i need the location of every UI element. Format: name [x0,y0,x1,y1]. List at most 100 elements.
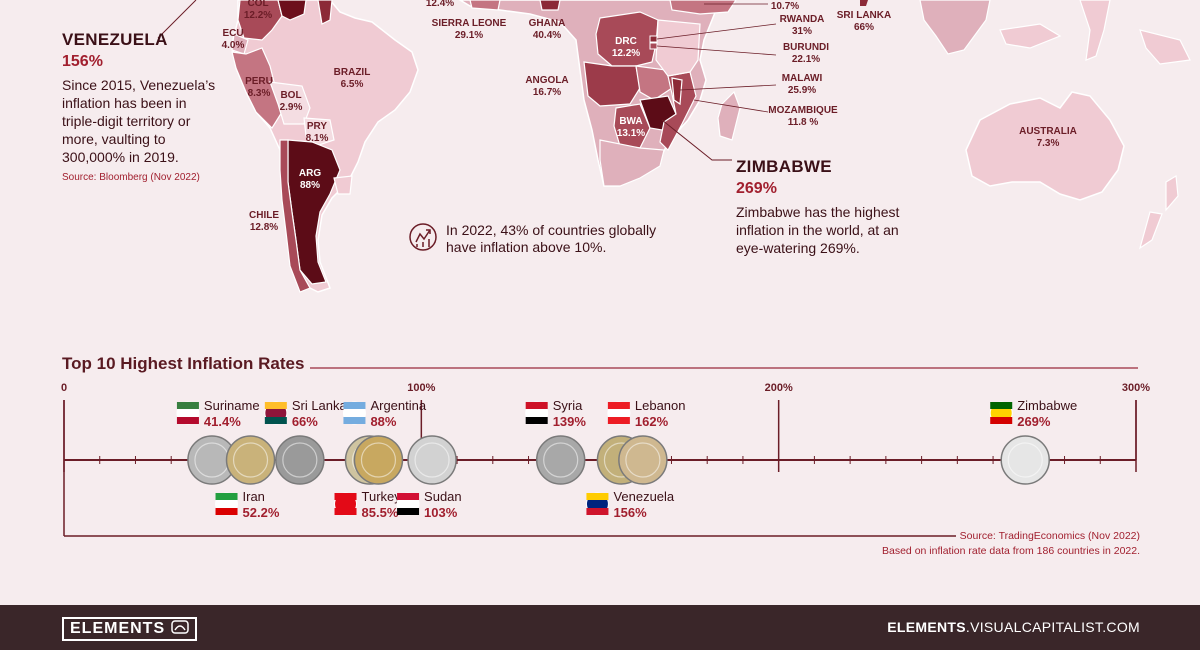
point-value: 41.4% [204,414,241,429]
burundi-connector [656,45,777,56]
map-label-malawi: MALAWI [782,73,823,84]
map-ghana [539,0,561,11]
elements-logo[interactable]: ELEMENTS [62,617,198,641]
map-south-africa [599,139,665,187]
flag-icon [264,401,288,425]
map-value-brazil: 6.5% [341,79,364,90]
map-value-malawi: 25.9% [788,85,816,96]
point-name: Sri Lanka [292,398,348,413]
map-label-sri-lanka: SRI LANKA [837,10,891,21]
map-new-zealand [1165,174,1179,212]
map-asia-island [999,23,1062,49]
map-value-col: 12.2% [244,10,272,21]
inflation-timeline-chart: 0 100% 200% 300% Suriname41.4%Iran52.2%Sri … [61,367,1150,537]
map-label-chile: CHILE [249,210,279,221]
zimbabwe-connector [661,119,732,161]
point-value: 85.5% [362,505,399,520]
map-label-col: COL [247,0,268,9]
map-bolivia [269,81,311,125]
inflation-note-text: In 2022, 43% of countries globally have … [446,222,657,255]
map-asia-fragment [919,0,991,55]
map-label-angola: ANGOLA [525,75,568,86]
map-asia-island-3 [1139,29,1191,65]
map-paraguay [303,117,335,147]
footer: ELEMENTS ELEMENTS.VISUALCAPITALIST.COM [0,605,1200,650]
point-value: 162% [635,414,669,429]
venezuela-callout-text: Since 2015, Venezuela’s inflation has be… [62,77,216,165]
coin-rim [543,442,579,478]
tick-label: 0 [61,382,67,394]
flag-icon [989,401,1013,425]
tick-label: 200% [765,382,793,394]
map-label-top-edge: 12.4% [426,0,454,9]
map-value-bwa: 13.1% [617,128,645,139]
map-label-rwanda: RWANDA [780,14,825,25]
point-value: 103% [424,505,458,520]
map-malawi [671,77,683,106]
tick-label: 300% [1122,382,1150,394]
map-sri-lanka [860,0,868,6]
map-value-sierra-leone: 29.1% [455,30,483,41]
map-label-pry: PRY [307,121,328,132]
coin-rim [625,442,661,478]
chart-title: Top 10 Highest Inflation Rates [62,354,305,373]
venezuela-callout-source: Source: Bloomberg (Nov 2022) [62,172,200,183]
flag-icon [215,492,239,516]
map-label-ecu: ECU [222,28,243,39]
point-name: Lebanon [635,398,686,413]
map-value-ghana: 40.4% [533,30,561,41]
zimbabwe-callout-name: ZIMBABWE [736,157,832,176]
map-value-sri-lanka: 66% [854,22,874,33]
map-label-arg: ARG [299,168,321,179]
map-angola [583,61,641,107]
inflation-note: In 2022, 43% of countries globally have … [408,222,686,257]
map-venezuela [277,0,307,21]
mozambique-connector [693,99,769,113]
rwanda-connector [656,23,777,40]
flag-icon [342,401,366,425]
map-label-burundi: BURUNDI [783,42,829,53]
map-east-africa [669,0,737,15]
zimbabwe-callout-text: Zimbabwe has the highest inflation in th… [736,204,900,256]
coin-rim [282,442,318,478]
point-value: 52.2% [243,505,280,520]
chart-source: Source: TradingEconomics (Nov 2022) [959,530,1140,542]
zimbabwe-callout-value: 269% [736,180,777,197]
map-label-bol: BOL [280,90,301,101]
point-name: Syria [553,398,583,413]
venezuela-callout-name: VENEZUELA [62,30,168,49]
point-value: 88% [370,414,396,429]
map-value-peru: 8.3% [248,88,271,99]
map-suriname [317,0,333,25]
coin-rim [232,442,269,478]
flag-icon [334,492,358,516]
map-chile [279,139,311,293]
chart-source-note: Based on inflation rate data from 186 co… [882,545,1140,557]
zimbabwe-callout: ZIMBABWE 269% Zimbabwe has the highest i… [736,157,911,257]
point-value: 156% [613,505,647,520]
map-value-australia: 7.3% [1037,138,1060,149]
point-name: Argentina [370,398,426,413]
map-label-brazil: BRAZIL [334,67,371,78]
map-australia [965,91,1125,201]
flag-icon [176,401,200,425]
rising-arrows-icon [408,222,438,257]
map-madagascar [717,90,741,141]
point-name: Iran [243,489,265,504]
map-value-drc: 12.2% [612,48,640,59]
map-zambia [635,65,673,101]
site-url[interactable]: ELEMENTS.VISUALCAPITALIST.COM [887,619,1140,635]
flag-icon [525,401,549,425]
map-mozambique [659,71,697,151]
logo-text: ELEMENTS [70,620,166,637]
coin-rim [1007,442,1043,478]
flag-icon [396,492,420,516]
map-value-mozambique: 11.8 % [788,117,819,128]
